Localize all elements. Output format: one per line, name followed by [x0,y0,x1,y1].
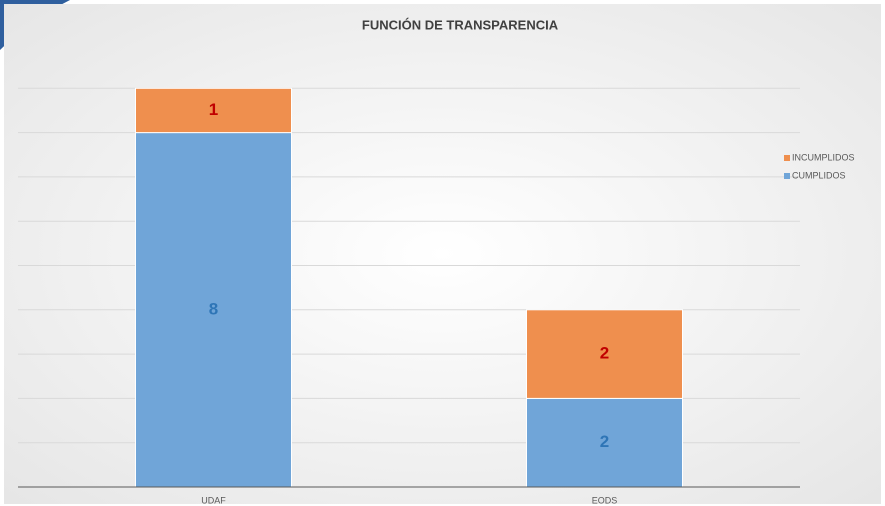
chart: FUNCIÓN DE TRANSPARENCIA 8 1 UDAF 2 2 EODS INC… [0,0,885,506]
legend-label: CUMPLIDOS [792,170,846,180]
legend-swatch [784,155,790,161]
legend-swatch [784,173,790,179]
x-tick-label: EODS [592,495,618,505]
legend-label: INCUMPLIDOS [792,152,855,162]
chart-title: FUNCIÓN DE TRANSPARENCIA [362,17,559,32]
data-label: 2 [600,344,609,363]
data-label: 1 [209,100,218,119]
data-label: 8 [209,299,218,318]
data-label: 2 [600,432,609,451]
x-tick-label: UDAF [201,495,226,505]
